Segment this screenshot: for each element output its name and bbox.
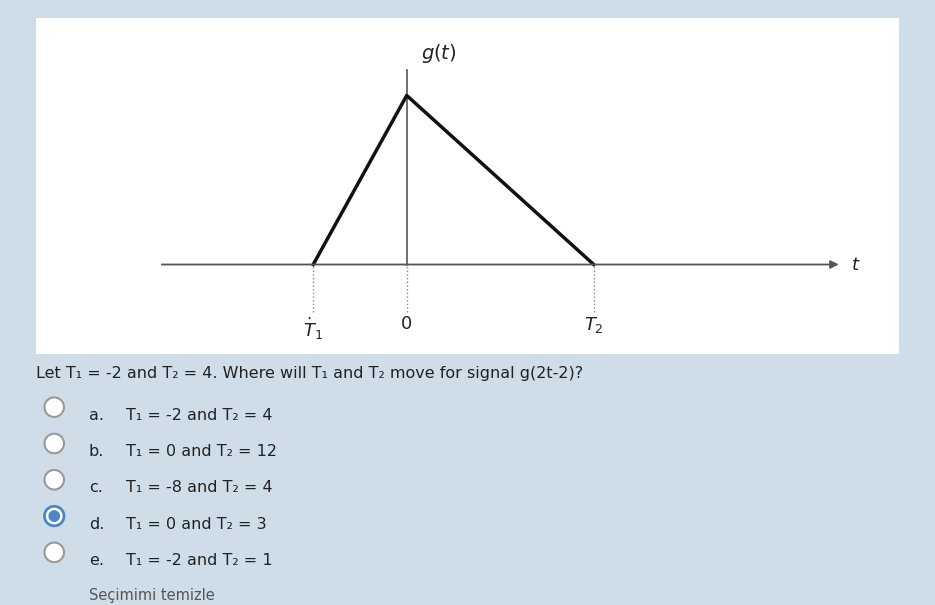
Text: $\dot{T}_1$: $\dot{T}_1$ [303,315,324,341]
Circle shape [45,543,64,562]
Circle shape [45,506,64,526]
Text: a.: a. [89,408,104,423]
Text: $t$: $t$ [851,255,860,273]
Text: e.: e. [89,553,104,568]
Text: T₁ = 0 and T₂ = 3: T₁ = 0 and T₂ = 3 [126,517,266,532]
Text: T₁ = -2 and T₂ = 4: T₁ = -2 and T₂ = 4 [126,408,273,423]
Text: Seçimimi temizle: Seçimimi temizle [89,588,214,603]
Text: Let T₁ = -2 and T₂ = 4. Where will T₁ and T₂ move for signal g(2t-2)?: Let T₁ = -2 and T₂ = 4. Where will T₁ an… [36,366,583,381]
Text: $g(t)$: $g(t)$ [421,42,456,65]
Text: T₁ = -8 and T₂ = 4: T₁ = -8 and T₂ = 4 [126,480,273,495]
Text: c.: c. [89,480,103,495]
Text: T₁ = 0 and T₂ = 12: T₁ = 0 and T₂ = 12 [126,444,277,459]
Circle shape [45,397,64,417]
Text: T₁ = -2 and T₂ = 1: T₁ = -2 and T₂ = 1 [126,553,273,568]
Text: 0: 0 [401,315,412,333]
Text: b.: b. [89,444,104,459]
Circle shape [45,470,64,489]
Text: d.: d. [89,517,104,532]
Circle shape [49,511,60,522]
Text: $T_2$: $T_2$ [583,315,604,335]
Circle shape [45,434,64,453]
